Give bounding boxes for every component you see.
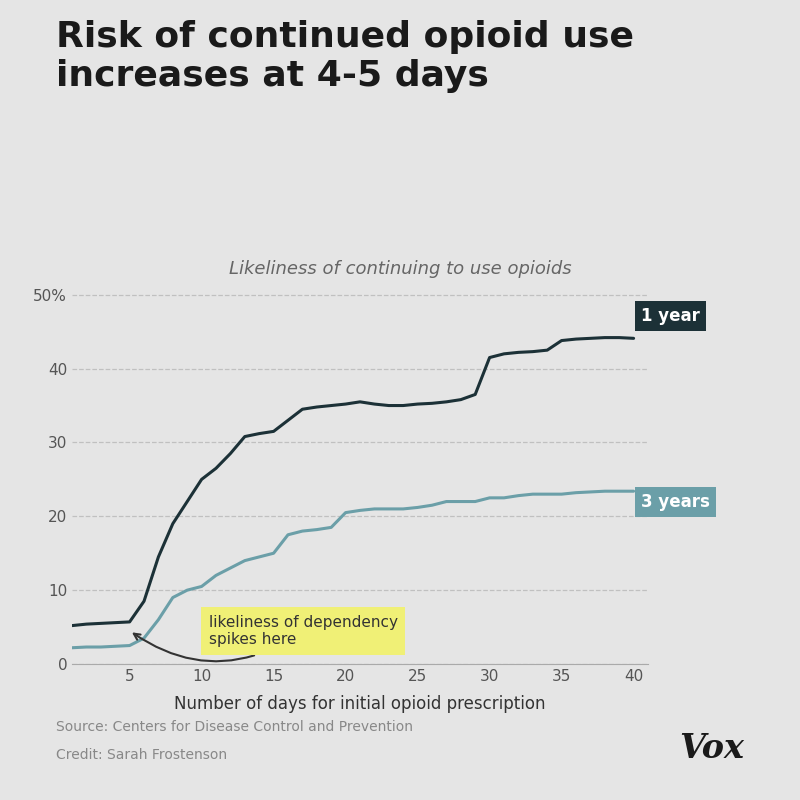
Text: Source: Centers for Disease Control and Prevention: Source: Centers for Disease Control and …: [56, 720, 413, 734]
X-axis label: Number of days for initial opioid prescription: Number of days for initial opioid prescr…: [174, 695, 546, 713]
Text: 1 year: 1 year: [641, 307, 700, 325]
Text: Vox: Vox: [679, 732, 744, 765]
Text: 3 years: 3 years: [641, 494, 710, 511]
Text: likeliness of dependency
spikes here: likeliness of dependency spikes here: [134, 614, 398, 662]
Text: Credit: Sarah Frostenson: Credit: Sarah Frostenson: [56, 748, 227, 762]
Text: Likeliness of continuing to use opioids: Likeliness of continuing to use opioids: [229, 260, 571, 278]
Text: Risk of continued opioid use
increases at 4-5 days: Risk of continued opioid use increases a…: [56, 20, 634, 94]
